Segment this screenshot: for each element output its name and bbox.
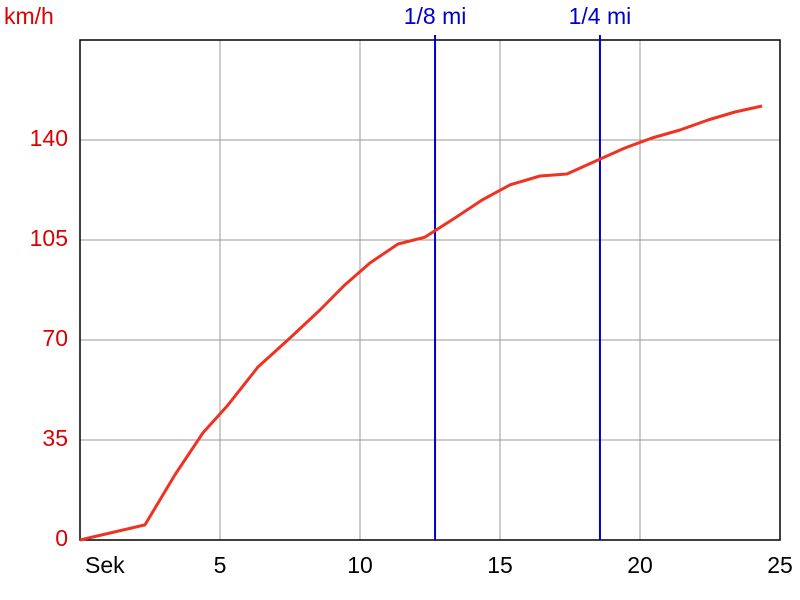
- y-tick-label: 0: [55, 525, 68, 551]
- marker-label: 1/8 mi: [404, 3, 467, 29]
- x-tick-label: Sek: [85, 552, 125, 578]
- x-tick-label: 25: [767, 552, 793, 578]
- marker-label: 1/4 mi: [569, 3, 632, 29]
- y-tick-label: 140: [30, 125, 68, 151]
- y-tick-label: 35: [42, 425, 68, 451]
- plot-frame: [79, 39, 781, 541]
- y-axis-label: km/h: [4, 3, 54, 29]
- x-tick-label: 5: [214, 552, 227, 578]
- data-line: [79, 104, 763, 542]
- x-tick-label: 20: [627, 552, 653, 578]
- y-tick-label: 105: [30, 225, 68, 251]
- y-tick-label: 70: [42, 325, 68, 351]
- x-tick-label: 10: [347, 552, 373, 578]
- x-tick-label: 15: [487, 552, 513, 578]
